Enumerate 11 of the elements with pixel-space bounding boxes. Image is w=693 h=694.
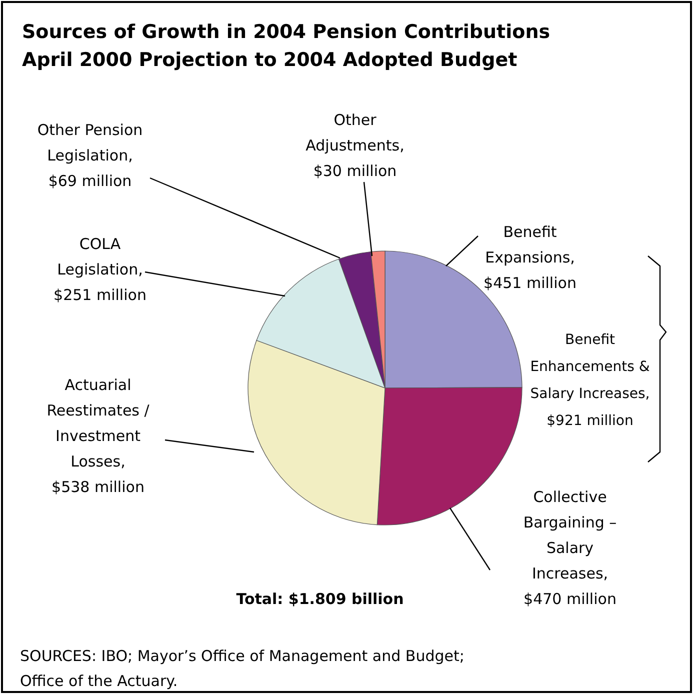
slice-label: COLA Legislation, $251 million	[54, 235, 146, 304]
slice-label: Actuarial Reestimates / Investment Losses, $538 million	[46, 376, 150, 496]
text: Benefit Enhancements & Salary Increases, $921 million	[530, 332, 650, 429]
slice-label: Benefit Expansions, $451 million	[484, 223, 576, 292]
slice-label: Collective Bargaining – Salary Increases, $470 million	[523, 488, 617, 608]
chart-subtitle: April 2000 Projection to 2004 Adopted Budget	[22, 49, 518, 71]
chart-title: Sources of Growth in 2004 Pension Contributions	[22, 21, 550, 43]
text: Total: $1.809 billion	[236, 590, 404, 608]
slice-label: Other Adjustments, $30 million	[306, 111, 404, 180]
slice-label: Other Pension Legislation, $69 million	[37, 121, 143, 190]
source-note: SOURCES: IBO; Mayor’s Office of Management and Budget; Office of the Actuary.	[20, 647, 464, 690]
